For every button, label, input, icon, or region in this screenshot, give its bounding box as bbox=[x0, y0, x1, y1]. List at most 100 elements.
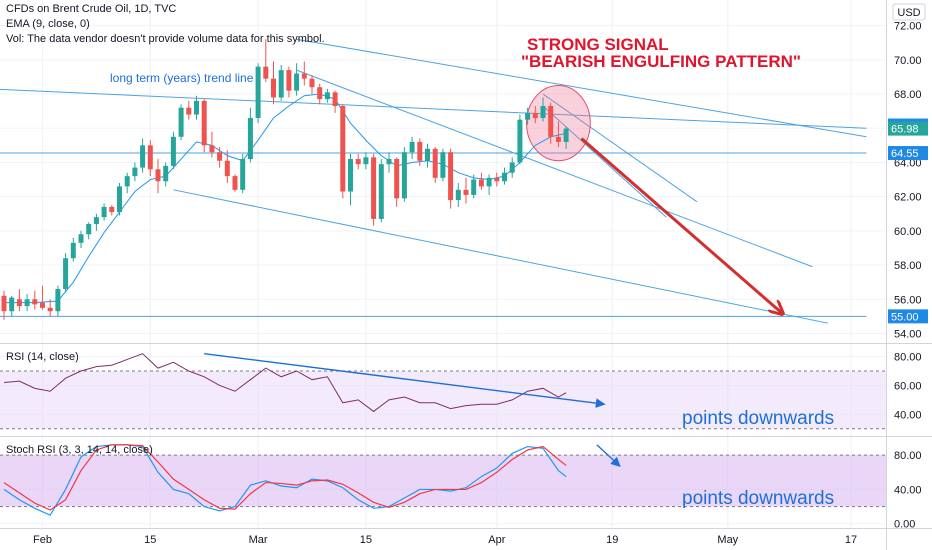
candle-body bbox=[186, 107, 192, 115]
stoch-axis[interactable]: 0.00 40.00 80.00 bbox=[894, 450, 922, 531]
symbol-line[interactable]: CFDs on Brent Crude Oil, 1D, TVC bbox=[6, 3, 177, 15]
candle-body bbox=[440, 152, 446, 178]
vol-legend[interactable]: Vol: The data vendor doesn't provide vol… bbox=[6, 33, 325, 45]
rsi-axis[interactable]: 40.00 60.00 80.00 bbox=[894, 352, 922, 422]
candle bbox=[24, 294, 30, 312]
candle-body bbox=[86, 224, 92, 235]
candle bbox=[117, 182, 122, 216]
trend-line-fan-b bbox=[542, 105, 667, 218]
candle bbox=[317, 83, 323, 105]
rsi-polyline bbox=[3, 353, 567, 413]
candle bbox=[355, 153, 361, 170]
candle-body bbox=[224, 160, 230, 177]
trend-line-upper bbox=[296, 38, 867, 138]
candle bbox=[271, 61, 276, 105]
time-axis[interactable]: Feb 15 Mar 15 Apr 19 May 17 bbox=[33, 534, 857, 546]
stoch-trend-arrow bbox=[596, 444, 621, 467]
rsi-title[interactable]: RSI (14, close) bbox=[6, 351, 79, 363]
candle-body bbox=[78, 234, 84, 243]
time-tick-label: 15 bbox=[144, 534, 156, 546]
price-tag-55-00: 55.00 bbox=[888, 309, 928, 324]
candle-body bbox=[401, 152, 407, 199]
candle-body bbox=[263, 66, 269, 79]
stoch-title[interactable]: Stoch RSI (3, 3, 14, 14, close) bbox=[6, 444, 153, 456]
rsi-trend-arrow bbox=[204, 352, 606, 408]
candle bbox=[494, 172, 500, 187]
candle bbox=[401, 147, 407, 202]
candle bbox=[32, 290, 38, 310]
chart-legend: CFDs on Brent Crude Oil, 1D, TVC EMA (9,… bbox=[6, 2, 325, 47]
candle-body bbox=[70, 242, 76, 259]
candle-body bbox=[509, 162, 515, 173]
candle bbox=[86, 222, 92, 240]
price-tag-text: 64.55 bbox=[891, 148, 919, 160]
candle-body bbox=[332, 92, 338, 107]
candle bbox=[502, 167, 507, 185]
candle bbox=[348, 153, 353, 206]
candle bbox=[109, 205, 115, 216]
stoch-arrow-line bbox=[596, 444, 621, 467]
candle-body bbox=[378, 164, 384, 219]
candle bbox=[124, 172, 130, 194]
candle-body bbox=[63, 258, 69, 289]
candle-body bbox=[502, 172, 507, 182]
ema-legend[interactable]: EMA (9, close, 0) bbox=[6, 18, 90, 30]
trend-line-mid bbox=[296, 69, 813, 268]
stoch-band bbox=[0, 454, 886, 508]
rsi-band bbox=[0, 370, 886, 430]
price-tag-text: 55.00 bbox=[891, 311, 919, 323]
candle-body bbox=[32, 299, 38, 305]
candle-body bbox=[247, 117, 253, 160]
price-axis[interactable]: 54.0056.0058.0060.0062.0064.0066.0068.00… bbox=[894, 21, 922, 341]
price-tick-label: 62.00 bbox=[894, 192, 922, 204]
candle-body bbox=[286, 70, 292, 91]
trend-line-lower bbox=[173, 189, 828, 324]
candle bbox=[440, 148, 446, 182]
stoch-tick-label: 80.00 bbox=[894, 450, 922, 462]
price-tick-label: 58.00 bbox=[894, 260, 922, 272]
candle-body bbox=[240, 159, 246, 190]
candle bbox=[448, 148, 454, 209]
candle-body bbox=[271, 78, 276, 98]
rsi-tick-label: 60.00 bbox=[894, 380, 922, 392]
candle-body bbox=[525, 112, 531, 120]
candle bbox=[563, 126, 569, 149]
candle bbox=[194, 95, 199, 120]
candle-body bbox=[471, 179, 477, 195]
price-tick-label: 68.00 bbox=[894, 89, 922, 101]
price-tick-label: 60.00 bbox=[894, 226, 922, 238]
candle-body bbox=[117, 186, 122, 213]
candle bbox=[432, 147, 438, 183]
rsi-tick-label: 80.00 bbox=[894, 352, 922, 364]
candle bbox=[9, 295, 15, 317]
candle-body bbox=[40, 302, 45, 308]
candle bbox=[147, 140, 153, 177]
candle-body bbox=[132, 167, 138, 177]
currency-label: USD bbox=[897, 7, 920, 19]
candle-body bbox=[55, 288, 61, 312]
candle bbox=[78, 230, 84, 248]
candle-body bbox=[478, 179, 484, 187]
candle bbox=[178, 104, 184, 141]
candle bbox=[525, 107, 531, 125]
candle bbox=[517, 114, 523, 165]
candlesticks bbox=[1, 39, 569, 320]
candle-body bbox=[340, 106, 346, 192]
candle-body bbox=[163, 165, 169, 182]
candle bbox=[463, 177, 469, 204]
candle bbox=[301, 61, 307, 86]
candle bbox=[155, 159, 161, 194]
candle-body bbox=[47, 307, 53, 312]
candle bbox=[378, 159, 384, 223]
candle bbox=[1, 290, 7, 320]
rsi-note: points downwards bbox=[682, 408, 834, 429]
candle-body bbox=[9, 297, 15, 312]
currency-badge[interactable]: USD bbox=[892, 3, 926, 21]
candle bbox=[263, 39, 269, 83]
candle bbox=[294, 63, 300, 96]
candle bbox=[217, 147, 223, 168]
candle-body bbox=[394, 159, 400, 199]
candle bbox=[371, 153, 377, 226]
